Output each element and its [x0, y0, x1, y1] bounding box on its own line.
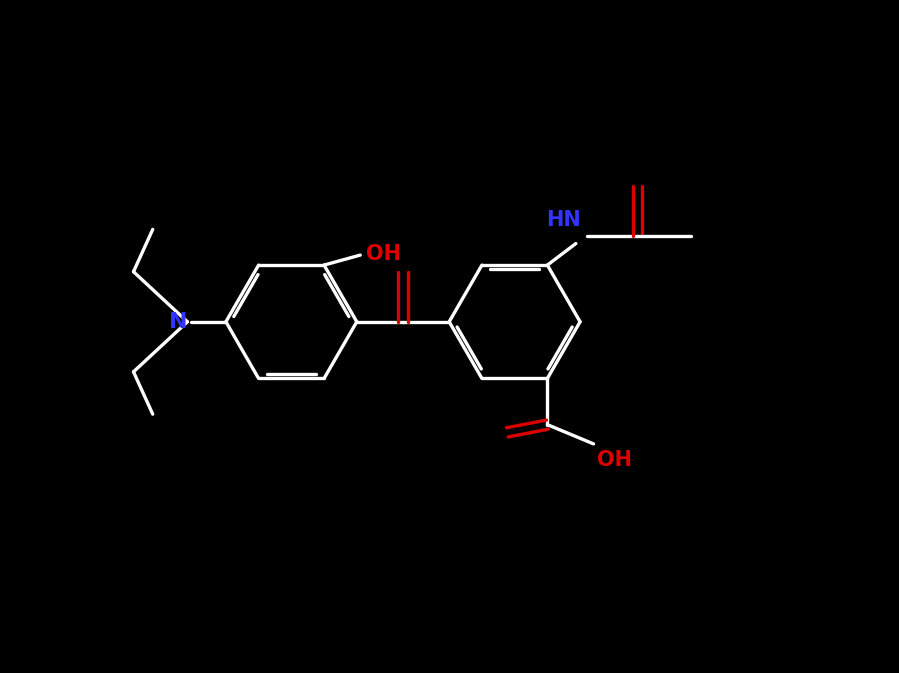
- Text: N: N: [169, 312, 187, 332]
- Text: HN: HN: [547, 210, 582, 229]
- Text: OH: OH: [598, 450, 632, 470]
- Text: OH: OH: [367, 244, 402, 264]
